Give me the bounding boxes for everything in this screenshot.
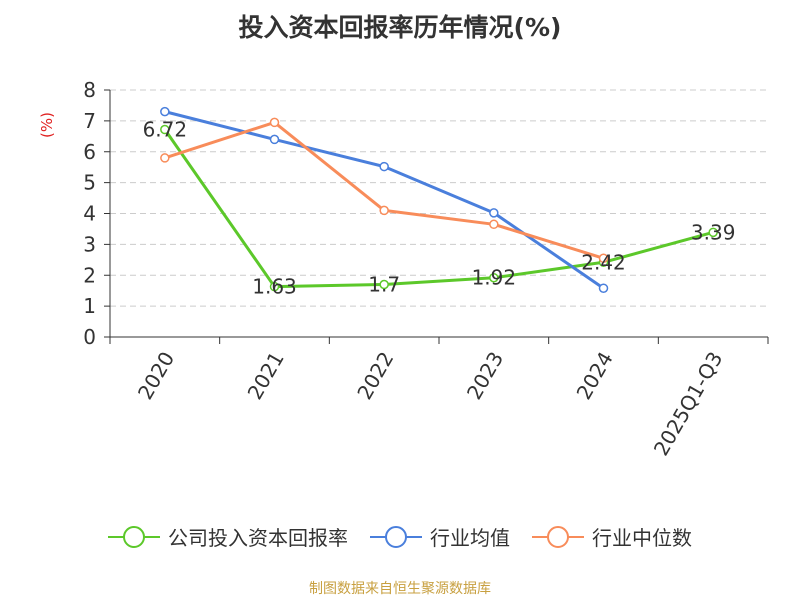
data-label: 3.39: [691, 220, 736, 244]
data-point: [269, 281, 280, 292]
legend-item-2: 行业中位数: [532, 526, 692, 550]
x-tick-label: 2021: [243, 348, 289, 404]
legend-marker: [123, 526, 145, 548]
data-point: [489, 208, 499, 218]
legend-label: 行业中位数: [592, 526, 692, 550]
data-label: 1.92: [472, 266, 517, 290]
y-tick-label: 2: [83, 263, 96, 287]
legend-item-1: 行业均值: [370, 526, 510, 550]
y-axis-label: (%): [38, 112, 56, 138]
series-line-2: [164, 120, 604, 260]
data-point: [160, 124, 170, 135]
data-point: [598, 283, 609, 293]
legend-label: 行业均值: [430, 526, 510, 550]
data-point: [379, 279, 389, 290]
legend-item-0: 公司投入资本回报率: [108, 526, 348, 550]
series-layer: [160, 106, 718, 293]
data-point: [379, 205, 389, 216]
y-tick-label: 5: [83, 171, 96, 195]
chart-title: 投入资本回报率历年情况(%): [238, 13, 562, 42]
x-tick-label: 2022: [352, 348, 398, 404]
y-tick-label: 4: [83, 202, 96, 226]
data-label: 6.72: [143, 118, 188, 142]
data-point: [489, 219, 499, 230]
source-note: 制图数据来自恒生聚源数据库: [309, 581, 491, 597]
data-point: [598, 253, 609, 264]
data-point: [708, 227, 718, 238]
y-tick-label: 7: [83, 109, 96, 133]
y-tick-label: 0: [83, 325, 96, 349]
x-tick-label: 2020: [133, 348, 179, 404]
legend: 公司投入资本回报率 行业均值 行业中位数: [108, 526, 692, 550]
data-label: 1.7: [368, 273, 400, 297]
y-tick-label: 1: [83, 294, 96, 318]
x-tick-label: 2024: [572, 348, 618, 404]
data-point: [160, 106, 170, 117]
series-line-0: [163, 128, 714, 289]
y-tick-label: 6: [83, 140, 96, 164]
y-tick-label: 3: [83, 232, 96, 256]
data-point: [379, 161, 389, 172]
data-label: 1.63: [252, 275, 297, 299]
data-point: [269, 117, 280, 128]
data-point: [489, 272, 499, 283]
legend-marker: [547, 526, 569, 548]
y-tick-label: 8: [83, 78, 96, 102]
data-label: 2.42: [581, 250, 626, 274]
x-tick-label: 2025Q1-Q3: [649, 348, 728, 460]
legend-marker: [385, 526, 407, 548]
data-labels: 6.72 1.63 1.7 1.92 2.42 3.39: [143, 118, 736, 299]
data-point: [269, 134, 280, 145]
legend-label: 公司投入资本回报率: [168, 526, 348, 550]
x-tick-label: 2023: [462, 348, 508, 404]
data-point: [160, 153, 170, 163]
